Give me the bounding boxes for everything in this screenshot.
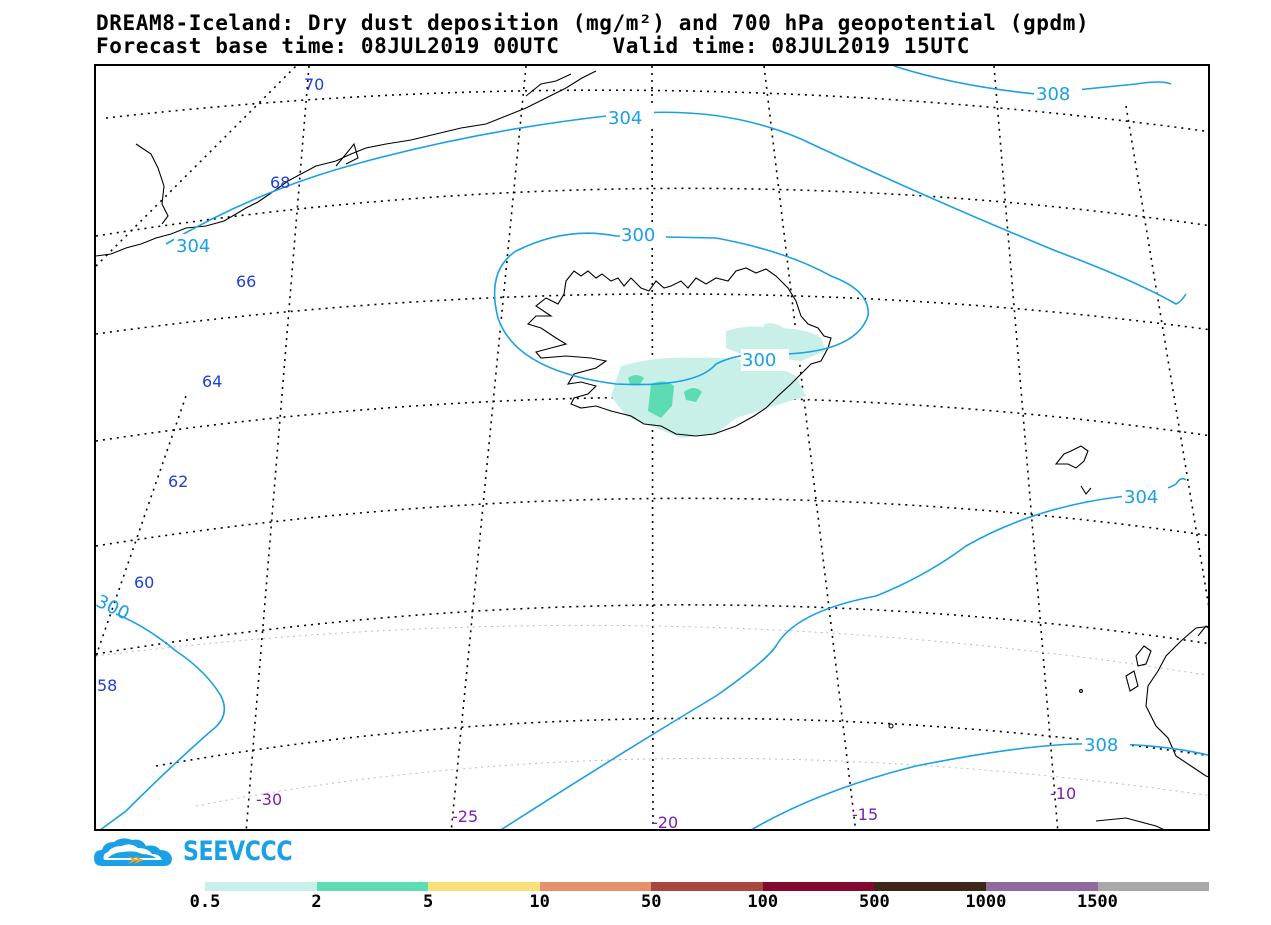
lat-label: 66 bbox=[236, 272, 256, 291]
contour-label: 304 bbox=[176, 236, 210, 257]
lat-label: 68 bbox=[270, 173, 290, 192]
map-frame: 304 308 300 304 300 300 304 308 70 68 66… bbox=[94, 64, 1210, 831]
colorbar-segment bbox=[205, 882, 317, 891]
graticule-lat-66 bbox=[96, 187, 1208, 237]
graticule-lat-56 bbox=[155, 717, 1208, 767]
colorbar-segment bbox=[762, 882, 875, 891]
contour-304-southeast bbox=[500, 477, 1187, 829]
lon-label: -20 bbox=[652, 813, 678, 831]
lat-label: 70 bbox=[304, 75, 324, 94]
dust-area-mid-2 bbox=[684, 388, 702, 402]
dust-area-light-north bbox=[764, 323, 786, 341]
colorbar-tick-label: 100 bbox=[747, 892, 779, 912]
graticule-lon-15 bbox=[763, 66, 857, 829]
lat-label: 58 bbox=[97, 676, 117, 695]
longitude-labels: -30 -25 -20 -15 -10 bbox=[256, 784, 1076, 831]
iceland-coast bbox=[526, 267, 832, 437]
dust-area-mid-3 bbox=[628, 375, 644, 384]
colorbar-segment bbox=[539, 882, 652, 891]
scotland-coast bbox=[1145, 625, 1208, 778]
faroe-islands-coast bbox=[1054, 445, 1089, 469]
lat-label: 62 bbox=[168, 472, 188, 491]
colorbar-tick-label: 1000 bbox=[965, 892, 1007, 912]
contour-label: 304 bbox=[608, 108, 642, 129]
colorbar-segment bbox=[651, 882, 763, 891]
map-canvas: 304 308 300 304 300 300 304 308 70 68 66… bbox=[96, 66, 1208, 831]
lat-label: 64 bbox=[202, 372, 222, 391]
logo-text: SEEVCCC bbox=[183, 836, 293, 867]
colorbar-segment bbox=[316, 882, 429, 891]
lon-label: -15 bbox=[852, 805, 878, 824]
contour-label: 300 bbox=[742, 350, 776, 371]
colorbar-tick-label: 0.5 bbox=[189, 892, 221, 912]
colorbar-segment bbox=[874, 882, 986, 891]
lat-label: 60 bbox=[134, 573, 154, 592]
graticule-lat-64 bbox=[96, 293, 1208, 335]
geopotential-contours bbox=[100, 66, 1208, 829]
contour-label: 308 bbox=[1084, 735, 1118, 756]
colorbar-tick-label: 10 bbox=[529, 892, 550, 912]
lon-label: -30 bbox=[256, 790, 282, 809]
contour-label: 304 bbox=[1124, 487, 1158, 508]
graticule-lon-25 bbox=[450, 66, 527, 829]
graticule-meridians bbox=[96, 66, 1208, 829]
colorbar-tick-label: 500 bbox=[858, 892, 890, 912]
colorbar-segment bbox=[428, 882, 540, 891]
colorbar-tick-label: 2 bbox=[311, 892, 322, 912]
graticule-lat-60 bbox=[96, 497, 1208, 547]
coastlines bbox=[96, 70, 1208, 829]
graticule-lon-40 bbox=[96, 66, 297, 267]
graticule-lon-5 bbox=[1125, 105, 1208, 607]
contour-308-southeast bbox=[751, 742, 1208, 829]
graticule-lat-58 bbox=[96, 604, 1208, 655]
dust-area-light bbox=[611, 357, 806, 438]
colorbar-segment bbox=[985, 882, 1098, 891]
colorbar-tick-label: 5 bbox=[422, 892, 434, 912]
contour-label: 300 bbox=[621, 225, 655, 246]
lon-label: -25 bbox=[452, 807, 478, 826]
graticule-lat-68 bbox=[105, 89, 1208, 133]
contour-304-north bbox=[165, 111, 1187, 305]
colorbar-tick-label: 1500 bbox=[1076, 892, 1118, 912]
colorbar bbox=[205, 882, 1210, 891]
dust-area-mid-1 bbox=[648, 381, 674, 418]
map-title: DREAM8-Iceland: Dry dust deposition (mg/… bbox=[96, 11, 1090, 35]
contour-label: 308 bbox=[1036, 84, 1070, 105]
contour-300-iceland bbox=[493, 232, 869, 386]
contour-300-southwest bbox=[100, 613, 226, 829]
greenland-coast bbox=[96, 70, 597, 257]
graticule-lon-20 bbox=[651, 66, 654, 829]
graticule-lon-10 bbox=[993, 66, 1059, 829]
contour-308-north bbox=[893, 66, 1172, 95]
colorbar-segment bbox=[1097, 882, 1210, 891]
colorbar-tick-label: 50 bbox=[640, 892, 662, 912]
lon-label: -10 bbox=[1050, 784, 1076, 803]
latitude-labels: 70 68 66 64 62 60 58 bbox=[97, 75, 324, 695]
map-subtitle: Forecast base time: 08JUL2019 00UTC Vali… bbox=[96, 34, 971, 58]
seevccc-logo bbox=[94, 838, 172, 866]
